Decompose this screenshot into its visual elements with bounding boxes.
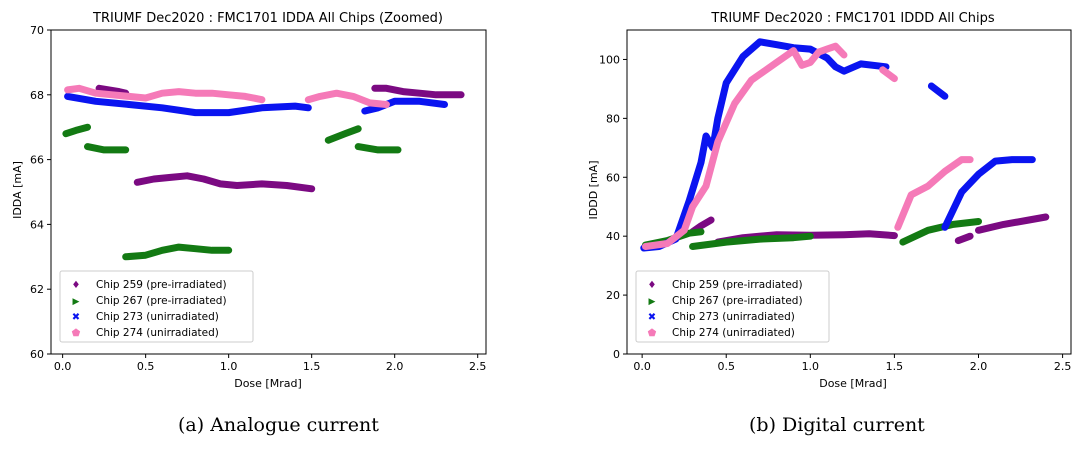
plot-frame: [626, 29, 1072, 355]
x-tick-label: 0.0: [633, 360, 651, 373]
legend-marker-chip267: ▶: [73, 297, 80, 307]
series-chip267-segment-1: [84, 143, 130, 154]
legend-label-chip274: Chip 274 (unirradiated): [672, 327, 795, 339]
y-tick-label: 80: [606, 112, 620, 125]
series-chip259-segment-2: [371, 84, 465, 99]
series-chip267-segment-3: [324, 125, 362, 144]
x-axis-label: Dose [Mrad]: [234, 377, 302, 390]
y-tick-label: 0: [613, 348, 620, 361]
y-axis-label: IDDD [mA]: [587, 161, 600, 220]
series-chip273-segment-0: [640, 38, 890, 252]
legend-marker-chip273: ✖: [648, 312, 656, 323]
chart-title: TRIUMF Dec2020 : FMC1701 IDDD All Chips: [710, 11, 994, 26]
legend: ♦ Chip 259 (pre-irradiated) ▶ Chip 267 (…: [635, 270, 830, 343]
x-tick-label: 2.0: [970, 360, 988, 373]
y-tick-label: 62: [30, 283, 44, 296]
y-tick-label: 70: [30, 24, 44, 37]
series-chip274-segment-1: [879, 66, 898, 83]
legend-label-chip274: Chip 274 (unirradiated): [96, 327, 219, 339]
plot-area: 0.0 0.5 1.0 1.5 2.0 2.5 60 62 64 66 68 70: [30, 24, 487, 373]
legend-marker-chip273: ✖: [72, 312, 80, 323]
digital-current-chart: TRIUMF Dec2020 : FMC1701 IDDD All Chips …: [587, 11, 1072, 390]
series-chip274-segment-0: [64, 84, 266, 104]
plot-frame: [50, 29, 487, 355]
legend-marker-chip274: ⬟: [72, 328, 81, 339]
series-chip267-segment-2: [122, 243, 233, 261]
legend-label-chip267: Chip 267 (pre-irradiated): [672, 295, 803, 307]
legend-label-chip267: Chip 267 (pre-irradiated): [96, 295, 227, 307]
y-tick-label: 100: [599, 53, 620, 66]
x-tick-label: 0.5: [137, 360, 155, 373]
x-tick-label: 2.0: [386, 360, 404, 373]
series-chip267-segment-4: [354, 143, 402, 154]
plot-area: 0.0 0.5 1.0 1.5 2.0 2.5 0 20 40 60 80 100: [599, 29, 1072, 373]
y-tick-label: 66: [30, 154, 44, 167]
y-tick-label: 60: [606, 171, 620, 184]
x-tick-label: 0.5: [717, 360, 735, 373]
series-chip273-segment-0: [64, 92, 312, 117]
legend-marker-chip259: ♦: [648, 280, 657, 291]
x-axis-label: Dose [Mrad]: [819, 377, 887, 390]
chart-title: TRIUMF Dec2020 : FMC1701 IDDA All Chips …: [92, 11, 443, 26]
series-chip274-segment-1: [304, 89, 390, 108]
series-chip267-segment-1: [689, 232, 814, 250]
legend-label-chip273: Chip 273 (unirradiated): [672, 311, 795, 323]
analogue-current-chart: TRIUMF Dec2020 : FMC1701 IDDA All Chips …: [11, 11, 487, 390]
y-tick-label: 40: [606, 230, 620, 243]
series-chip259-segment-2: [954, 232, 974, 245]
series-chip274-segment-2: [894, 156, 974, 231]
y-axis-label: IDDA [mA]: [11, 161, 24, 219]
caption-digital: (b) Digital current: [749, 414, 925, 436]
series-chip267-segment-0: [62, 123, 91, 138]
x-tick-label: 1.0: [802, 360, 820, 373]
series-chip259-segment-1: [133, 172, 316, 193]
series-chip273-segment-2: [941, 156, 1036, 231]
series-chip273-segment-1: [927, 82, 949, 100]
legend-label-chip259: Chip 259 (pre-irradiated): [96, 279, 227, 291]
series-chip267-segment-2: [899, 218, 982, 246]
series-chip273-segment-1: [361, 97, 448, 115]
y-tick-label: 20: [606, 289, 620, 302]
legend-marker-chip267: ▶: [649, 297, 656, 307]
x-tick-label: 1.0: [220, 360, 238, 373]
y-tick-label: 60: [30, 348, 44, 361]
x-tick-label: 2.5: [1054, 360, 1072, 373]
x-tick-label: 2.5: [469, 360, 487, 373]
legend-marker-chip274: ⬟: [648, 328, 657, 339]
series-chip259-segment-3: [975, 213, 1050, 234]
series-chip274-segment-0: [642, 42, 848, 250]
x-tick-label: 1.5: [886, 360, 904, 373]
y-tick-label: 64: [30, 218, 44, 231]
legend-label-chip273: Chip 273 (unirradiated): [96, 311, 219, 323]
legend-marker-chip259: ♦: [72, 280, 81, 291]
legend-label-chip259: Chip 259 (pre-irradiated): [672, 279, 803, 291]
y-tick-label: 68: [30, 89, 44, 102]
legend: ♦ Chip 259 (pre-irradiated) ▶ Chip 267 (…: [59, 270, 254, 343]
x-tick-label: 0.0: [54, 360, 72, 373]
x-tick-label: 1.5: [303, 360, 321, 373]
caption-analogue: (a) Analogue current: [178, 414, 379, 436]
